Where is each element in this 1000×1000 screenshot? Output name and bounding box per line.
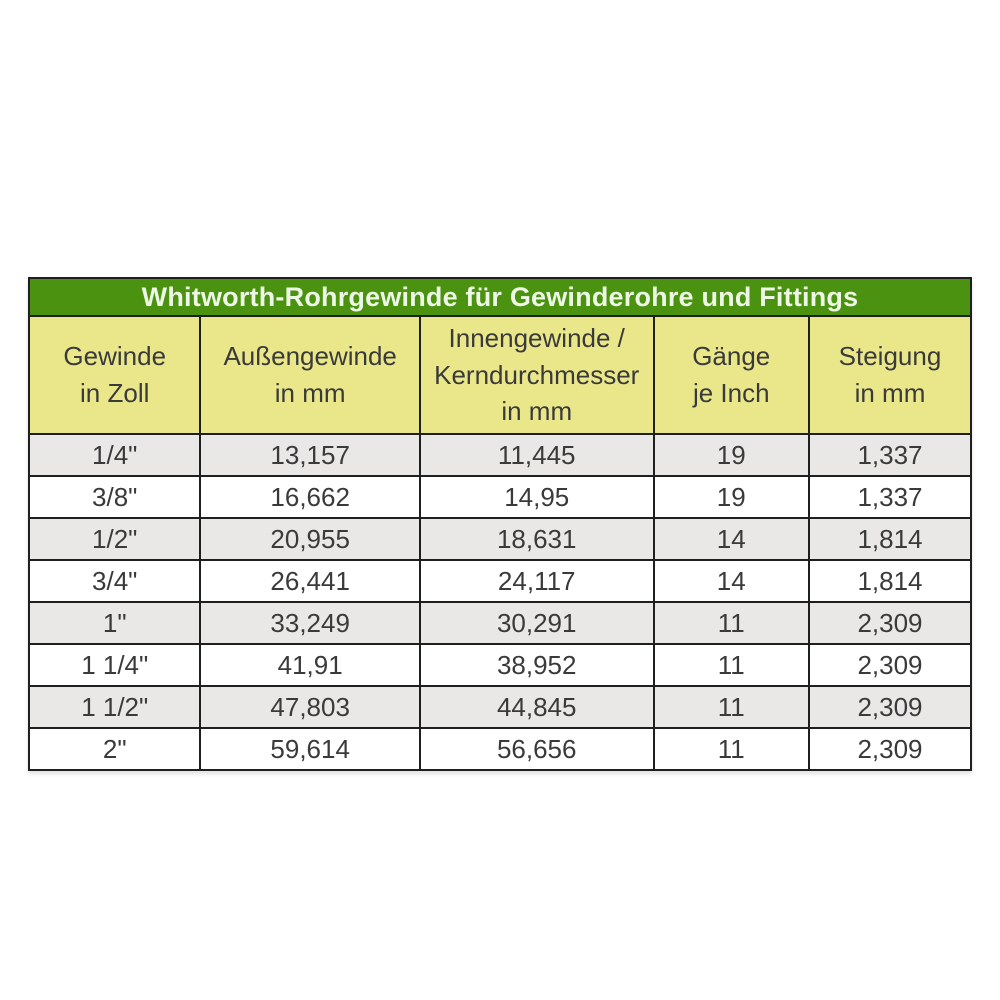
column-header-gewinde-in-zoll: Gewinde in Zoll <box>27 315 202 435</box>
table-row: 1 1/4" 41,91 38,952 11 2,309 <box>27 643 973 687</box>
table-title: Whitworth-Rohrgewinde für Gewinderohre u… <box>28 277 972 317</box>
table-cell: 1 1/2" <box>27 685 202 729</box>
table-cell: 14 <box>652 559 810 603</box>
table-cell: 1,337 <box>807 475 973 519</box>
table-cell: 18,631 <box>418 517 655 561</box>
table-cell: 19 <box>652 433 810 477</box>
table-row: 2" 59,614 56,656 11 2,309 <box>27 727 973 771</box>
table-cell: 11,445 <box>418 433 655 477</box>
column-header-innengewinde-kerndurchmesser: Innengewinde / Kerndurchmesser in mm <box>418 315 655 435</box>
table-cell: 26,441 <box>199 559 421 603</box>
table-cell: 1" <box>27 601 202 645</box>
table-cell: 33,249 <box>199 601 421 645</box>
column-header-row: Gewinde in Zoll Außengewinde in mm Innen… <box>27 315 973 435</box>
column-header-steigung: Steigung in mm <box>807 315 973 435</box>
table-cell: 1 1/4" <box>27 643 202 687</box>
table-cell: 24,117 <box>418 559 655 603</box>
table-cell: 3/4" <box>27 559 202 603</box>
table-row: 3/4" 26,441 24,117 14 1,814 <box>27 559 973 603</box>
column-header-gaenge-je-inch: Gänge je Inch <box>652 315 810 435</box>
table-cell: 56,656 <box>418 727 655 771</box>
table-cell: 47,803 <box>199 685 421 729</box>
table-cell: 11 <box>652 643 810 687</box>
table-row: 1" 33,249 30,291 11 2,309 <box>27 601 973 645</box>
table-cell: 2" <box>27 727 202 771</box>
table-cell: 13,157 <box>199 433 421 477</box>
whitworth-thread-table: Whitworth-Rohrgewinde für Gewinderohre u… <box>27 277 973 771</box>
table-cell: 30,291 <box>418 601 655 645</box>
table-cell: 11 <box>652 727 810 771</box>
table-cell: 1/4" <box>27 433 202 477</box>
table-cell: 1,337 <box>807 433 973 477</box>
title-row: Whitworth-Rohrgewinde für Gewinderohre u… <box>28 277 972 317</box>
column-header-aussengewinde: Außengewinde in mm <box>199 315 421 435</box>
table-cell: 41,91 <box>199 643 421 687</box>
table-cell: 2,309 <box>807 685 973 729</box>
table-row: 1/4" 13,157 11,445 19 1,337 <box>27 433 973 477</box>
table-cell: 1,814 <box>807 559 973 603</box>
table-cell: 2,309 <box>807 643 973 687</box>
table-row: 1/2" 20,955 18,631 14 1,814 <box>27 517 973 561</box>
table-cell: 19 <box>652 475 810 519</box>
table-cell: 11 <box>652 685 810 729</box>
table-cell: 14 <box>652 517 810 561</box>
table-cell: 2,309 <box>807 727 973 771</box>
table-cell: 20,955 <box>199 517 421 561</box>
table-cell: 14,95 <box>418 475 655 519</box>
table-row: 3/8" 16,662 14,95 19 1,337 <box>27 475 973 519</box>
table-cell: 2,309 <box>807 601 973 645</box>
table-cell: 59,614 <box>199 727 421 771</box>
table-cell: 38,952 <box>418 643 655 687</box>
table-cell: 16,662 <box>199 475 421 519</box>
table-cell: 1,814 <box>807 517 973 561</box>
table-cell: 1/2" <box>27 517 202 561</box>
table-cell: 44,845 <box>418 685 655 729</box>
table-row: 1 1/2" 47,803 44,845 11 2,309 <box>27 685 973 729</box>
table-cell: 11 <box>652 601 810 645</box>
table-cell: 3/8" <box>27 475 202 519</box>
